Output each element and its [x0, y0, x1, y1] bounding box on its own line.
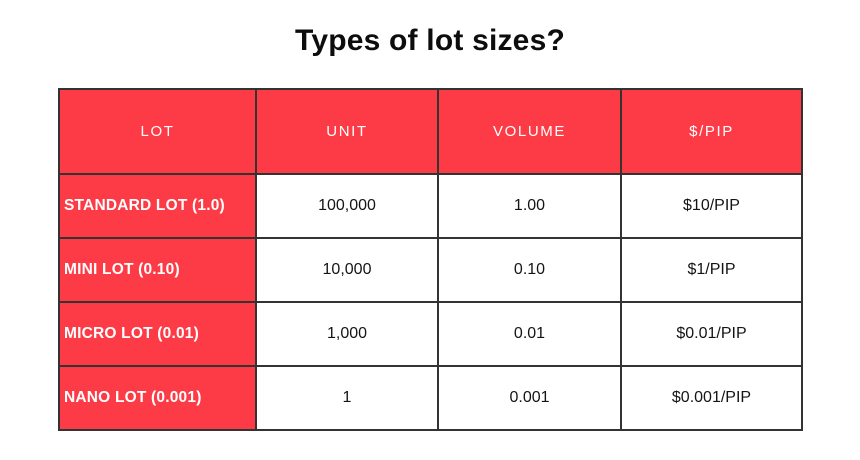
column-header-dollar-per-pip: $/PIP — [620, 88, 803, 175]
page-title: Types of lot sizes? — [295, 24, 565, 57]
column-header-lot: LOT — [58, 88, 257, 175]
column-header-unit: UNIT — [255, 88, 439, 175]
cell-micro-volume: 0.01 — [437, 301, 622, 367]
column-header-volume: VOLUME — [437, 88, 622, 175]
cell-nano-unit: 1 — [255, 365, 439, 431]
table-header-row: LOT UNIT VOLUME $/PIP — [58, 88, 803, 175]
cell-nano-pip: $0.001/PIP — [620, 365, 803, 431]
cell-standard-pip: $10/PIP — [620, 173, 803, 239]
lot-sizes-table: LOT UNIT VOLUME $/PIP STANDARD LOT (1.0)… — [58, 88, 803, 431]
row-label-nano-lot: NANO LOT (0.001) — [58, 365, 257, 431]
row-label-standard-lot: STANDARD LOT (1.0) — [58, 173, 257, 239]
cell-standard-volume: 1.00 — [437, 173, 622, 239]
cell-standard-unit: 100,000 — [255, 173, 439, 239]
cell-nano-volume: 0.001 — [437, 365, 622, 431]
cell-mini-volume: 0.10 — [437, 237, 622, 303]
cell-mini-pip: $1/PIP — [620, 237, 803, 303]
table-row-standard-lot: STANDARD LOT (1.0) 100,000 1.00 $10/PIP — [58, 173, 803, 239]
table-row-nano-lot: NANO LOT (0.001) 1 0.001 $0.001/PIP — [58, 365, 803, 431]
table-row-mini-lot: MINI LOT (0.10) 10,000 0.10 $1/PIP — [58, 237, 803, 303]
cell-mini-unit: 10,000 — [255, 237, 439, 303]
table-row-micro-lot: MICRO LOT (0.01) 1,000 0.01 $0.01/PIP — [58, 301, 803, 367]
cell-micro-unit: 1,000 — [255, 301, 439, 367]
row-label-micro-lot: MICRO LOT (0.01) — [58, 301, 257, 367]
cell-micro-pip: $0.01/PIP — [620, 301, 803, 367]
row-label-mini-lot: MINI LOT (0.10) — [58, 237, 257, 303]
